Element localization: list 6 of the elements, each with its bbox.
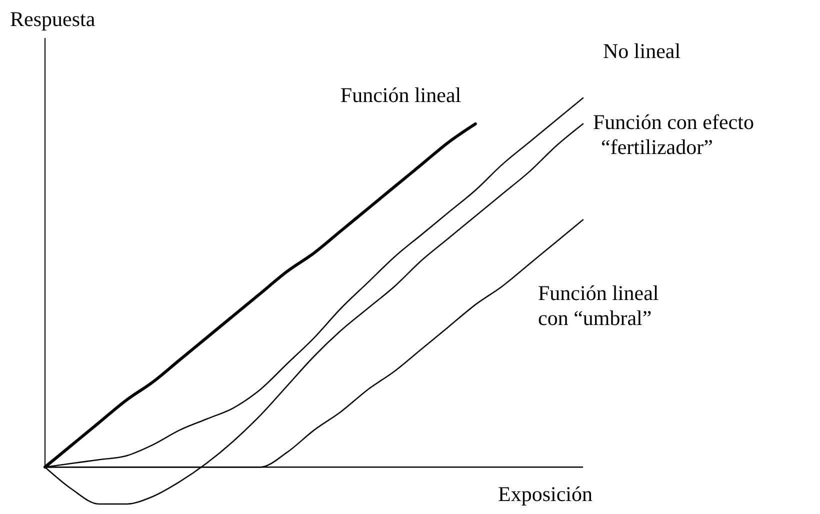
series-label: No lineal (603, 39, 681, 63)
series-label: Función con efecto “fertilizador” (593, 110, 754, 159)
series-label: Función lineal (340, 82, 462, 107)
x-axis-title: Exposición (498, 482, 593, 506)
y-axis-title: Respuesta (10, 7, 96, 31)
series-label: Función lineal con “umbral” (538, 280, 659, 330)
